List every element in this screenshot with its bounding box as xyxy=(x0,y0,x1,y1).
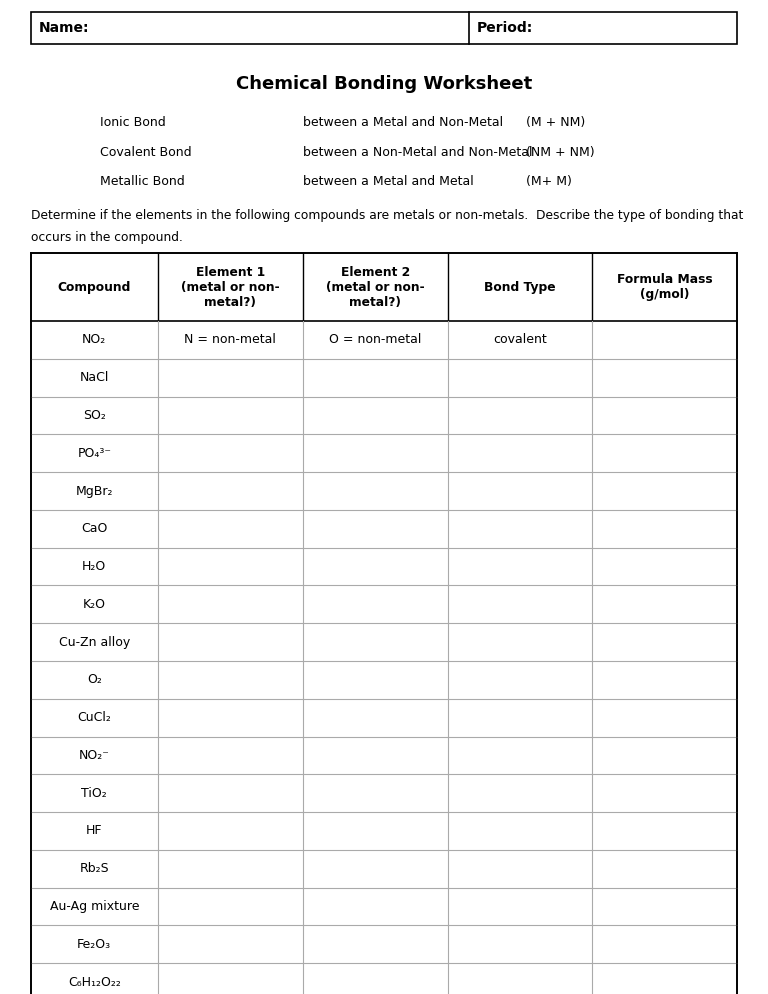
Text: O = non-metal: O = non-metal xyxy=(329,333,422,347)
Text: PO₄³⁻: PO₄³⁻ xyxy=(78,446,111,460)
Text: Fe₂O₃: Fe₂O₃ xyxy=(78,937,111,951)
Text: occurs in the compound.: occurs in the compound. xyxy=(31,231,183,244)
Text: covalent: covalent xyxy=(493,333,547,347)
Text: N = non-metal: N = non-metal xyxy=(184,333,276,347)
Text: MgBr₂: MgBr₂ xyxy=(75,484,113,498)
Text: NO₂⁻: NO₂⁻ xyxy=(79,748,110,762)
Text: SO₂: SO₂ xyxy=(83,409,106,422)
Text: Name:: Name: xyxy=(38,21,89,35)
Text: Au-Ag mixture: Au-Ag mixture xyxy=(50,900,139,913)
Text: Rb₂S: Rb₂S xyxy=(80,862,109,876)
Text: Bond Type: Bond Type xyxy=(484,280,556,294)
Text: C₆H₁₂O₂₂: C₆H₁₂O₂₂ xyxy=(68,975,121,989)
Text: TiO₂: TiO₂ xyxy=(81,786,108,800)
Text: Covalent Bond: Covalent Bond xyxy=(100,145,191,159)
Text: H₂O: H₂O xyxy=(82,560,107,574)
Text: O₂: O₂ xyxy=(87,673,101,687)
Text: (NM + NM): (NM + NM) xyxy=(526,145,594,159)
Text: CaO: CaO xyxy=(81,522,108,536)
Text: (M + NM): (M + NM) xyxy=(526,115,585,129)
Text: between a Metal and Non-Metal: between a Metal and Non-Metal xyxy=(303,115,504,129)
FancyBboxPatch shape xyxy=(31,253,737,994)
Text: NaCl: NaCl xyxy=(80,371,109,385)
Text: Ionic Bond: Ionic Bond xyxy=(100,115,166,129)
Text: Metallic Bond: Metallic Bond xyxy=(100,175,184,189)
Text: HF: HF xyxy=(86,824,103,838)
Text: Element 1
(metal or non-
metal?): Element 1 (metal or non- metal?) xyxy=(181,265,280,309)
Text: between a Non-Metal and Non-Metal: between a Non-Metal and Non-Metal xyxy=(303,145,533,159)
Text: Cu-Zn alloy: Cu-Zn alloy xyxy=(58,635,130,649)
Text: (M+ M): (M+ M) xyxy=(526,175,572,189)
FancyBboxPatch shape xyxy=(31,12,737,44)
Text: Compound: Compound xyxy=(58,280,131,294)
Text: K₂O: K₂O xyxy=(83,597,106,611)
Text: NO₂: NO₂ xyxy=(82,333,107,347)
Text: Element 2
(metal or non-
metal?): Element 2 (metal or non- metal?) xyxy=(326,265,425,309)
Text: Period:: Period: xyxy=(476,21,533,35)
Text: Formula Mass
(g/mol): Formula Mass (g/mol) xyxy=(617,273,713,301)
Text: Determine if the elements in the following compounds are metals or non-metals.  : Determine if the elements in the followi… xyxy=(31,209,743,222)
Text: between a Metal and Metal: between a Metal and Metal xyxy=(303,175,474,189)
Text: Chemical Bonding Worksheet: Chemical Bonding Worksheet xyxy=(236,76,532,93)
Text: CuCl₂: CuCl₂ xyxy=(78,711,111,725)
